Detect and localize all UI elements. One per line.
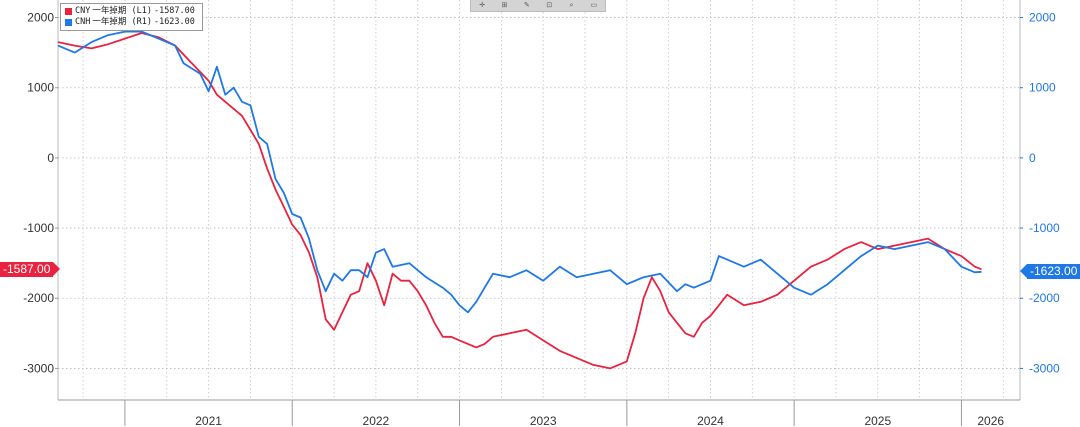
legend-series-value: -1623.00 [153,17,195,27]
series-line-cny [57,32,982,370]
cnh-last-price-tag: -1623.00 [1019,264,1080,280]
y-right-tick-label: 2000 [1029,11,1056,25]
y-left-tick-label: -2000 [23,291,54,305]
y-right-tick-label: 1000 [1029,81,1056,95]
x-tick-label: 2021 [195,414,222,427]
gridlines [58,0,1020,400]
x-tick-label: 2022 [363,414,390,427]
legend: CNY 一年掉期 (L1) -1587.00 CNH 一年掉期 (R1) -16… [60,3,203,31]
series-layer [57,30,982,370]
y-right-tick-label: 0 [1029,151,1036,165]
axes: 2000 2000 1000 1000 0 0 -1000 -1000 -2000 -2000 -3… [23,0,1060,427]
y-left-tick-label: 2000 [27,11,54,25]
legend-entry-cny: CNY 一年掉期 (L1) -1587.00 [65,6,197,17]
y-left-tick-label: -3000 [23,361,54,375]
x-tick-label: 2026 [977,414,1004,427]
draw-icon[interactable]: ✎ [523,1,530,9]
y-right-tick-label: -2000 [1029,291,1060,305]
y-right-tick-label: -1000 [1029,221,1060,235]
zoom-in-icon[interactable]: ⊞ [501,1,508,9]
legend-series-name: CNY [75,6,91,16]
legend-series-label: 一年掉期 (R1) [92,17,152,27]
x-tick-label: 2024 [697,414,724,427]
annotate-icon[interactable]: ⊡ [546,1,553,9]
x-tick-label: 2023 [530,414,557,427]
legend-series-label: 一年掉期 (L1) [92,6,152,16]
zoom-icon[interactable]: ⌕ [569,1,574,9]
legend-series-value: -1587.00 [153,6,195,16]
series-line-cnh [57,30,982,314]
chart-toolbar: ✛ ⊞ ✎ ⊡ ⌕ ▭ [470,0,606,12]
legend-entry-cnh: CNH 一年掉期 (R1) -1623.00 [65,17,197,28]
cny-swatch-icon [65,8,72,15]
move-icon[interactable]: ✛ [479,1,486,9]
legend-series-name: CNH [75,17,91,27]
reset-icon[interactable]: ▭ [590,1,598,9]
y-left-tick-label: -1000 [23,221,54,235]
y-left-tick-label: 1000 [27,81,54,95]
y-left-tick-label: 0 [47,151,54,165]
y-right-tick-label: -3000 [1029,361,1060,375]
x-tick-label: 2025 [864,414,891,427]
cny-last-price-tag: -1587.00 [0,261,61,277]
cnh-swatch-icon [65,19,72,26]
